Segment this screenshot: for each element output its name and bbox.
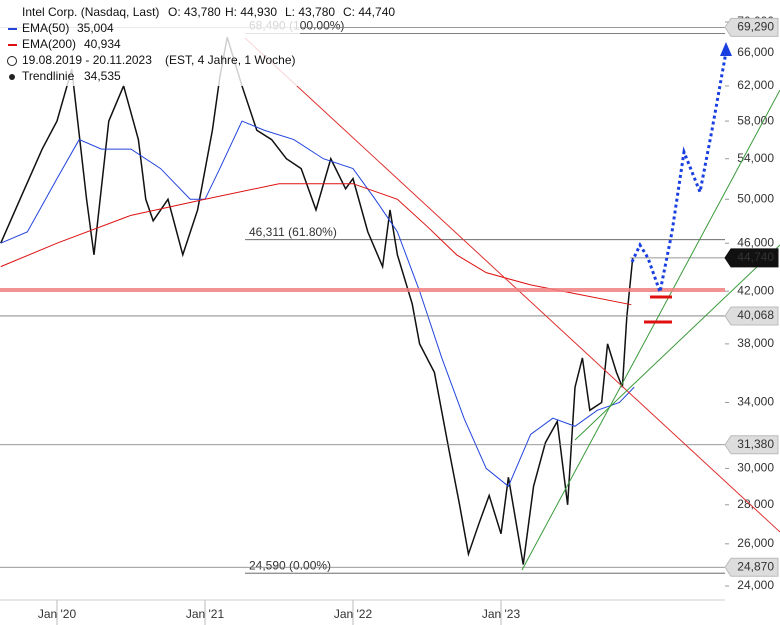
ohlc: L: 43,780 xyxy=(285,5,335,19)
period-note: (EST, 4 Jahre, 1 Woche) xyxy=(165,53,296,67)
legend-entry: Trendlinie xyxy=(22,69,75,83)
price-tag-label: 40,068 xyxy=(737,308,774,322)
y-tick-label: 58,000 xyxy=(737,113,774,127)
legend-entry: EMA(200) xyxy=(22,37,76,51)
legend-value: 34,535 xyxy=(84,69,121,83)
ohlc: O: 43,780 xyxy=(168,5,221,19)
legend-value: 35,004 xyxy=(77,21,114,35)
y-tick-label: 42,000 xyxy=(737,283,774,297)
price-tag-box xyxy=(724,557,779,577)
price-tag-label: 24,870 xyxy=(737,559,774,573)
y-tick-label: 66,000 xyxy=(737,45,774,59)
x-tick-label: Jan '23 xyxy=(482,607,521,621)
y-tick-label: 46,000 xyxy=(737,235,774,249)
y-tick-label: 54,000 xyxy=(737,151,774,165)
y-tick-label: 38,000 xyxy=(737,336,774,350)
ema-line xyxy=(0,120,635,488)
legend-title: Intel Corp. (Nasdaq, Last) xyxy=(22,5,159,19)
legend-entry: EMA(50) xyxy=(22,21,69,35)
channel-lower xyxy=(574,244,780,441)
price-tag-label: 44,740 xyxy=(737,250,774,264)
downtrend-line xyxy=(244,37,780,533)
price-tag-label: 31,380 xyxy=(737,437,774,451)
fib-label: 24,590 (0.00%) xyxy=(249,558,331,572)
y-tick-label: 62,000 xyxy=(737,78,774,92)
channel-upper xyxy=(521,89,780,571)
price-line xyxy=(0,37,634,565)
y-tick-label: 30,000 xyxy=(737,461,774,475)
y-tick-label: 24,000 xyxy=(737,578,774,592)
ohlc: H: 44,930 xyxy=(225,5,277,19)
price-tag-box xyxy=(724,248,779,268)
legend-value: 40,934 xyxy=(84,37,121,51)
period: 19.08.2019 - 20.11.2023 xyxy=(22,53,152,67)
trend-icon xyxy=(9,74,15,80)
projection-arrow xyxy=(720,42,732,56)
x-tick-label: Jan '20 xyxy=(38,607,77,621)
clock-icon xyxy=(7,56,17,66)
legend-bg xyxy=(0,0,300,86)
y-tick-label: 28,000 xyxy=(737,497,774,511)
y-tick-label: 26,000 xyxy=(737,536,774,550)
price-tag-label: 69,290 xyxy=(737,20,774,34)
legend: Intel Corp. (Nasdaq, Last) O: 43,780 H: … xyxy=(0,0,395,86)
price-tag-box xyxy=(724,17,779,37)
y-tick-label: 50,000 xyxy=(737,191,774,205)
y-tick-label: 34,000 xyxy=(737,395,774,409)
fib-label: 46,311 (61.80%) xyxy=(249,225,337,239)
x-tick-label: Jan '22 xyxy=(334,607,373,621)
price-tag-box xyxy=(724,306,779,326)
price-tag-box xyxy=(724,435,779,455)
ema-line xyxy=(0,183,632,306)
x-tick-label: Jan '21 xyxy=(186,607,225,621)
ohlc: C: 44,740 xyxy=(343,5,395,19)
